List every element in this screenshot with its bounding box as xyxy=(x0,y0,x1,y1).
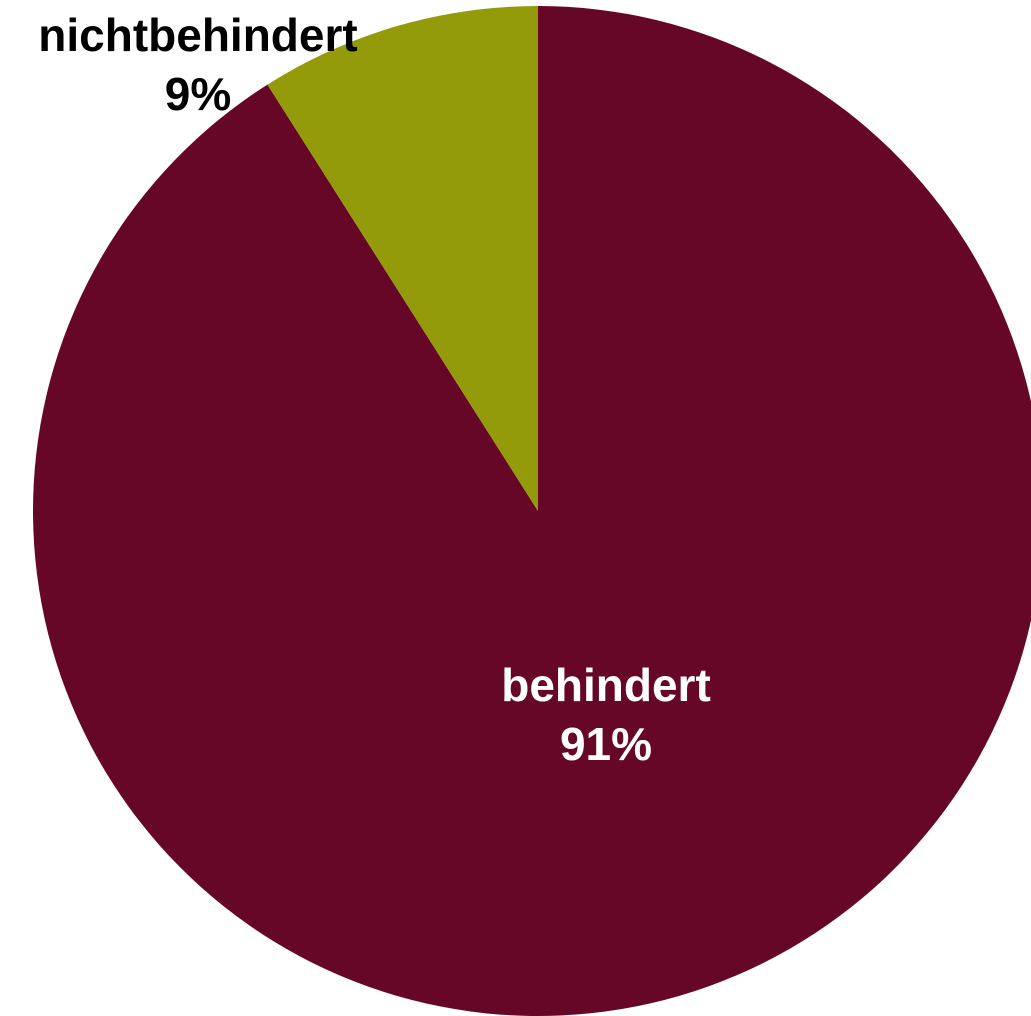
pie-labels: behindert 91% nichtbehindert 9% xyxy=(38,9,711,770)
slice-percent-label: 9% xyxy=(165,68,231,120)
pie-slice-behindert xyxy=(33,6,1031,1016)
slice-label-behindert: behindert 91% xyxy=(501,659,711,770)
slice-name-label: behindert xyxy=(501,659,711,711)
slice-name-label: nichtbehindert xyxy=(38,9,357,61)
slice-label-nichtbehindert: nichtbehindert 9% xyxy=(38,9,357,120)
slice-percent-label: 91% xyxy=(560,718,652,770)
pie-slice-nichtbehindert xyxy=(267,6,538,511)
pie-slices xyxy=(33,6,1031,1016)
